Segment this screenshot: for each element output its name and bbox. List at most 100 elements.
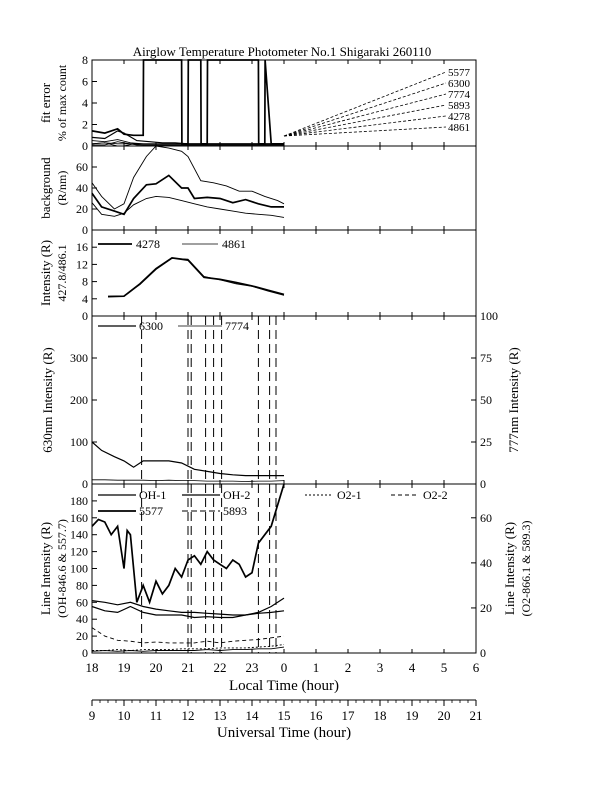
universal-time-tick-label: 21 — [470, 708, 483, 723]
legend-label: 6300 — [448, 78, 471, 90]
local-time-tick-label: 2 — [345, 660, 352, 675]
universal-time-tick-label: 18 — [374, 708, 387, 723]
legend-label: OH-2 — [223, 488, 250, 502]
y-tick-label: 120 — [70, 545, 88, 559]
legend-label: 5577 — [448, 67, 471, 79]
panel-frame — [91, 315, 477, 485]
local-time-tick-label: 23 — [246, 660, 259, 675]
y-tick-label: 2 — [82, 118, 88, 132]
universal-time-tick-label: 11 — [150, 708, 163, 723]
y-tick-label: 6 — [82, 75, 88, 89]
series-line-4861 — [92, 141, 284, 146]
legend-label: 4278 — [448, 111, 471, 123]
y-axis-label-2: (R/nm) — [55, 171, 69, 206]
universal-time-tick-label: 13 — [214, 708, 227, 723]
series-line-4278 — [107, 257, 285, 298]
y-right-tick-label: 25 — [480, 435, 492, 449]
y-tick-label: 300 — [70, 351, 88, 365]
local-time-tick-label: 18 — [86, 660, 99, 675]
y-tick-label: 60 — [76, 160, 88, 174]
local-time-tick-label: 3 — [377, 660, 384, 675]
y-tick-label: 0 — [82, 223, 88, 237]
panel-fit-error: 0 2 4 6 8 fit error% of max count 557763007774… — [38, 53, 477, 153]
local-time-tick-label: 0 — [281, 660, 288, 675]
y-tick-label: 4 — [82, 96, 88, 110]
y-tick-label: 0 — [82, 309, 88, 323]
local-time-axis-label: Local Time (hour) — [229, 678, 339, 694]
universal-time-tick-label: 15 — [278, 708, 291, 723]
y-tick-label: 100 — [70, 435, 88, 449]
local-time-tick-label: 4 — [409, 660, 416, 675]
y-tick-label: 140 — [70, 528, 88, 542]
legend-label: 4861 — [222, 237, 246, 251]
y-tick-label: 180 — [70, 494, 88, 508]
series-line-4861 — [107, 257, 285, 297]
y-tick-label: 0 — [82, 646, 88, 660]
legend-label: 5577 — [139, 504, 163, 518]
y-tick-label: 8 — [82, 275, 88, 289]
universal-time-tick-label: 16 — [310, 708, 324, 723]
series-line-5893 — [91, 646, 285, 652]
legend-label: 4278 — [136, 237, 160, 251]
series-line-bg-1 — [91, 174, 284, 216]
y-tick-label: 200 — [70, 393, 88, 407]
universal-time-tick-label: 17 — [342, 708, 356, 723]
local-time-tick-label: 19 — [118, 660, 131, 675]
y-axis-label: 630nm Intensity (R) — [40, 347, 55, 452]
y-axis-label: Line Intensity (R) — [38, 522, 53, 615]
y-tick-label: 160 — [70, 511, 88, 525]
y-tick-label: 20 — [76, 202, 88, 216]
y-right-tick-label: 40 — [480, 556, 492, 570]
series-line-7774 — [92, 479, 285, 482]
local-time-tick-label: 5 — [441, 660, 448, 675]
series-line-bg-0 — [91, 145, 285, 210]
y-right-tick-label: 0 — [480, 477, 486, 491]
universal-time-tick-label: 14 — [246, 708, 260, 723]
legend-leader — [283, 126, 447, 137]
y-tick-label: 0 — [82, 477, 88, 491]
universal-time-axis-label: Universal Time (hour) — [217, 725, 351, 741]
local-time-tick-label: 1 — [313, 660, 320, 675]
legend-label: 7774 — [225, 319, 249, 333]
panel-line-intensity: 0 20 40 60 80 100 120 140 160 180 0 20 40 60 Line Inte… — [38, 483, 533, 660]
y-right-axis-label: 777nm Intensity (R) — [506, 347, 521, 452]
panel-background: 0 20 40 60 background (R/nm) — [38, 145, 477, 237]
legend-leader — [283, 104, 447, 137]
local-time-tick-label: 20 — [150, 660, 163, 675]
universal-time-tick-label: 12 — [182, 708, 195, 723]
legend-label: 6300 — [139, 319, 163, 333]
legend-label: 5893 — [223, 504, 247, 518]
local-time-tick-label: 22 — [214, 660, 227, 675]
panel-blue-intensity: 0 4 8 12 16 Intensity (R) 427.8/486.1 4278 4861 — [38, 229, 477, 323]
y-axis-label-2: 427.8/486.1 — [55, 244, 69, 301]
legend-label: 7774 — [448, 89, 471, 101]
chart-title: Airglow Temperature Photometer No.1 Shig… — [133, 44, 432, 59]
universal-time-tick-label: 19 — [406, 708, 419, 723]
local-time-tick-label: 6 — [473, 660, 480, 675]
series-line-5577 — [91, 483, 285, 605]
legend-leader — [283, 71, 447, 137]
y-right-tick-label: 100 — [480, 309, 498, 323]
y-axis-label-2: % of max count — [55, 64, 69, 141]
series-line-6300 — [91, 441, 284, 477]
universal-time-tick-label: 20 — [438, 708, 451, 723]
legend-label: OH-1 — [139, 488, 166, 502]
legend-leader — [283, 82, 447, 137]
y-tick-label: 20 — [76, 629, 88, 643]
legend-leader — [283, 115, 447, 137]
y-axis-label-2: (OH-846.6 & 557.7) — [55, 519, 69, 618]
legend-label: 4861 — [448, 122, 470, 134]
y-tick-label: 80 — [76, 578, 88, 592]
y-tick-label: 40 — [76, 612, 88, 626]
y-tick-label: 4 — [82, 292, 88, 306]
series-line-4278 — [91, 130, 284, 145]
y-tick-label: 16 — [76, 240, 88, 254]
universal-time-axis: 9 10 11 12 13 14 15 16 17 18 19 20 21 Universal Time … — [89, 699, 483, 741]
series-line-bg-2 — [91, 195, 285, 218]
universal-time-tick-label: 10 — [118, 708, 131, 723]
y-tick-label: 60 — [76, 595, 88, 609]
legend-label: O2-2 — [423, 488, 448, 502]
legend-label: O2-1 — [337, 488, 362, 502]
